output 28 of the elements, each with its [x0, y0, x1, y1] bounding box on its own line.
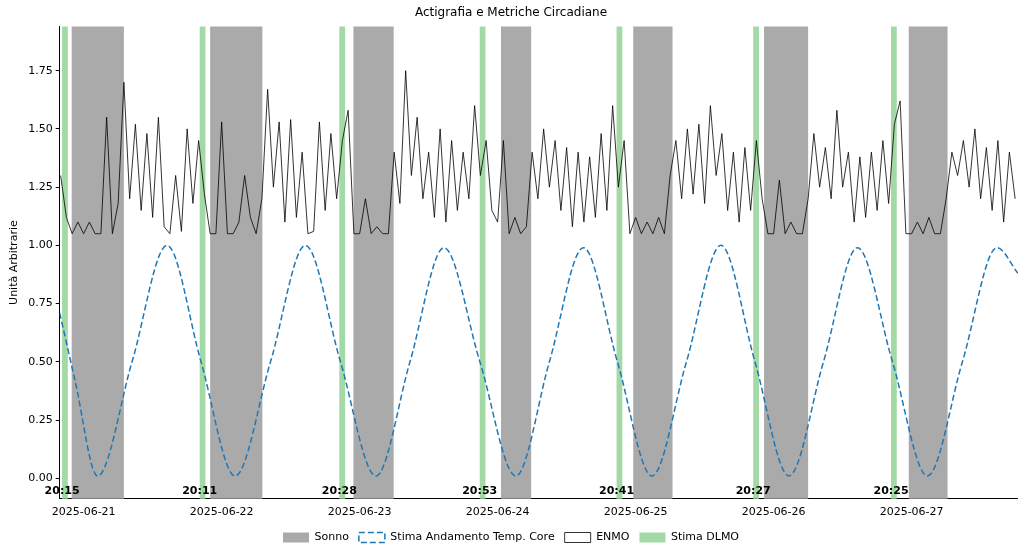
- legend-label: Stima Andamento Temp. Core: [390, 530, 555, 544]
- y-tick-label: 1.25: [28, 179, 53, 193]
- y-tick-label: 1.75: [28, 63, 53, 77]
- y-tick-label: 0.50: [28, 354, 53, 368]
- x-tick-label: 2025-06-26: [741, 505, 806, 519]
- y-axis-title: Unità Arbitrarie: [7, 220, 21, 305]
- annotation: 20:11: [182, 483, 218, 497]
- annotation: 20:41: [599, 483, 635, 497]
- annotation: 20:28: [321, 483, 357, 497]
- annotation: 20:53: [462, 483, 498, 497]
- y-tick-label: 0.00: [28, 471, 53, 485]
- y-tick-label: 1.00: [28, 238, 53, 252]
- x-tick-label: 2025-06-27: [879, 505, 944, 519]
- annotation: 20:25: [873, 483, 909, 497]
- x-tick-label: 2025-06-21: [51, 505, 116, 519]
- x-tick-label: 2025-06-25: [603, 505, 668, 519]
- legend-label: ENMO: [596, 530, 630, 544]
- x-tick-label: 2025-06-24: [465, 505, 530, 519]
- y-tick-label: 0.25: [28, 412, 53, 426]
- legend-label: Stima DLMO: [670, 530, 740, 544]
- annotation: 20:27: [735, 483, 771, 497]
- legend-label: Sonno: [314, 530, 350, 544]
- x-tick-label: 2025-06-23: [327, 505, 392, 519]
- y-tick-label: 1.50: [28, 121, 53, 135]
- line-series: [59, 244, 1018, 477]
- x-tick-label: 2025-06-22: [189, 505, 254, 519]
- y-tick-label: 0.75: [28, 296, 53, 310]
- chart-title: Actigrafia e Metriche Circadiane: [414, 5, 608, 20]
